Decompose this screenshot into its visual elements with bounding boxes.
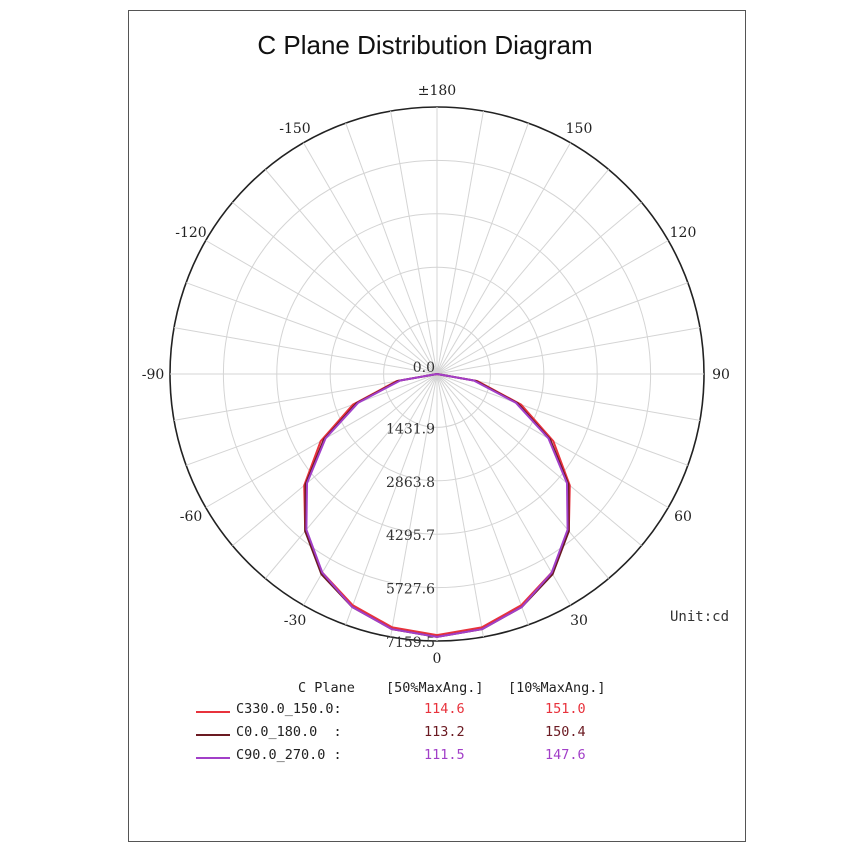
angle-label: 120 [670,225,697,241]
grid-spoke [436,373,642,546]
grid-spoke [185,373,438,466]
radial-label: 0.0 [413,360,435,376]
grid-spoke [185,282,438,375]
angle-label: -60 [180,509,203,525]
grid-spoke [436,373,609,579]
grid-spoke [436,373,689,466]
grid-spoke [436,122,529,375]
grid-spoke [205,240,438,375]
grid-spoke [390,373,438,637]
grid-spoke [265,169,438,375]
grid-spoke [232,202,438,375]
angle-label: -120 [175,225,206,241]
grid-spoke [174,327,438,375]
angle-label: ±180 [418,83,456,99]
chart-title: C Plane Distribution Diagram [257,30,593,60]
angle-label: -90 [142,367,165,383]
angle-label: 150 [566,121,593,137]
grid-spoke [303,373,438,606]
radial-label: 4295.7 [386,528,435,544]
grid-spoke [345,373,438,626]
series-line [303,373,571,637]
grid-spoke [436,240,669,375]
angle-label: -30 [284,613,307,629]
grid-spoke [436,373,571,606]
radial-label: 5727.6 [386,582,435,598]
radial-label: 7159.5 [386,635,435,651]
angle-label: 90 [712,367,730,383]
angle-label: -150 [279,121,310,137]
angle-label: 0 [433,651,442,667]
angle-label: 60 [674,509,692,525]
radial-label: 2863.8 [386,475,435,491]
grid-spoke [436,169,609,375]
grid-spoke [436,373,529,626]
unit-label: Unit:cd [670,609,730,625]
series-line [305,373,569,638]
grid-spoke [390,111,438,375]
radial-label: 1431.9 [386,421,435,437]
angle-label: 30 [570,613,588,629]
grid-spoke [436,282,689,375]
grid-spoke [436,142,571,375]
grid-spoke [436,327,700,375]
grid-spoke [345,122,438,375]
grid-spoke [303,142,438,375]
grid-spoke [436,202,642,375]
grid-spoke [232,373,438,546]
grid-spoke [436,111,484,375]
grid-spoke [265,373,438,579]
grid-spoke [436,373,700,421]
grid-spoke [436,373,484,637]
grid-spoke [174,373,438,421]
